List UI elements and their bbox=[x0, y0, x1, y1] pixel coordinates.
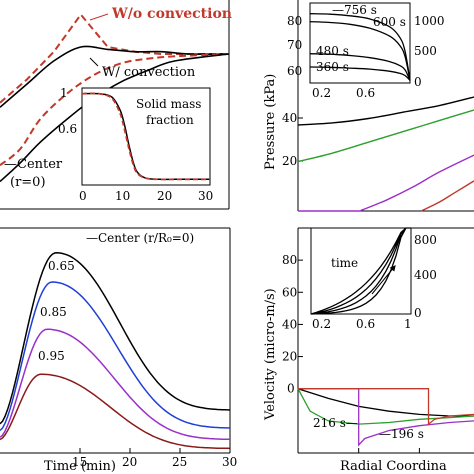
bl-label-085: 0.85 bbox=[40, 305, 67, 319]
br-series-black bbox=[297, 388, 474, 417]
br-inset-xtick-06: 0.6 bbox=[356, 317, 375, 331]
tr-ytick-label-40: 40 bbox=[282, 111, 297, 125]
panel-top-left: W/o convection W/ convection —Center (r=… bbox=[0, 0, 232, 210]
bl-series-085 bbox=[0, 328, 230, 441]
tl-inset-xtick-10: 10 bbox=[115, 189, 130, 203]
tr-series-black bbox=[297, 96, 474, 126]
br-ytick-label-80: 80 bbox=[282, 253, 297, 267]
tl-label-r0: (r=0) bbox=[10, 175, 46, 190]
tr-inset-xtick-02: 0.2 bbox=[312, 86, 331, 100]
br-x-ticks bbox=[297, 448, 420, 453]
tl-inset-frame bbox=[81, 87, 211, 186]
tr-series-green bbox=[297, 109, 474, 163]
panel-bottom-right: 0 20 40 60 80 Velocity (micro-m/s) Radial Co… bbox=[263, 227, 474, 474]
tr-y-label: Pressure (kPa) bbox=[263, 74, 278, 170]
bl-series-center bbox=[0, 252, 231, 425]
tl-series-w-convection bbox=[0, 45, 230, 108]
bl-label-095: 0.95 bbox=[38, 349, 65, 363]
br-inset-right-tick-0: 0 bbox=[414, 306, 422, 320]
tl-inset-title-line2: fraction bbox=[146, 113, 194, 127]
tr-inset-frame bbox=[309, 2, 411, 84]
br-series-purple bbox=[298, 388, 474, 447]
bl-xtick-label-25: 25 bbox=[172, 455, 187, 469]
bl-series-095 bbox=[0, 373, 231, 450]
br-inset-xtick-02: 0.2 bbox=[312, 317, 331, 331]
br-label-196: —196 s bbox=[379, 427, 424, 441]
tl-pointer-w bbox=[89, 57, 99, 67]
br-series-red bbox=[298, 388, 474, 426]
tr-inset-curve-480 bbox=[309, 53, 411, 81]
tr-inset-right-tick-1000: 1000 bbox=[414, 14, 445, 28]
br-y-label: Velocity (micro-m/s) bbox=[263, 288, 278, 421]
tl-label-w-convection: W/ convection bbox=[102, 65, 196, 80]
tl-inset-xtick-30: 30 bbox=[198, 189, 213, 203]
tr-inset-left-tick-70: 70 bbox=[287, 38, 302, 52]
panel-bottom-left: —Center (r/R₀=0) 0.65 0.85 0.95 15 20 25 30… bbox=[0, 227, 237, 474]
bl-label-065: 0.65 bbox=[48, 259, 75, 273]
bl-xtick-label-30: 30 bbox=[222, 455, 237, 469]
bl-xtick-label-20: 20 bbox=[122, 455, 137, 469]
br-y-ticks: 0 20 40 60 80 bbox=[282, 253, 303, 396]
bl-label-center: —Center (r/R₀=0) bbox=[86, 231, 194, 245]
br-inset: time 0 400 800 0.2 0.6 1 bbox=[310, 227, 437, 331]
br-series-green bbox=[297, 388, 474, 425]
tl-inset-xtick-20: 20 bbox=[157, 189, 172, 203]
tr-inset-label-360: 360 s bbox=[316, 60, 349, 74]
tl-inset-ytick-1: 1 bbox=[60, 86, 68, 100]
tl-inset-ytick-06: 0.6 bbox=[58, 122, 77, 136]
tl-label-wo-convection: W/o convection bbox=[111, 6, 232, 22]
br-ytick-label-20: 20 bbox=[282, 350, 297, 364]
br-label-216: 216 s— bbox=[313, 416, 358, 430]
tr-inset-label-600: 600 s bbox=[373, 15, 406, 29]
br-inset-time-arrow bbox=[371, 265, 396, 295]
bl-series-065 bbox=[0, 281, 231, 432]
br-ytick-label-60: 60 bbox=[282, 285, 297, 299]
bl-x-label: Time (min) bbox=[44, 459, 116, 474]
tl-pointer-wo bbox=[89, 13, 109, 21]
tr-series-purple bbox=[359, 154, 474, 212]
tr-inset-curve-600 bbox=[309, 21, 411, 81]
br-inset-xtick-1: 1 bbox=[404, 317, 412, 331]
panel-top-right: 20 40 Pressure (kPa) —756 s 600 s 480 s … bbox=[263, 0, 474, 212]
tr-inset: —756 s 600 s 480 s 360 s 60 70 80 0 500 … bbox=[287, 2, 445, 100]
tr-ytick-label-20: 20 bbox=[282, 154, 297, 168]
br-x-label: Radial Coordina bbox=[340, 459, 447, 474]
tr-inset-curve-360 bbox=[309, 66, 411, 81]
tl-series-wo-convection-lower bbox=[0, 53, 230, 166]
tr-inset-curve-756 bbox=[309, 13, 411, 81]
tr-inset-right-tick-500: 500 bbox=[414, 44, 437, 58]
br-inset-curves bbox=[310, 227, 411, 315]
br-inset-right-tick-800: 800 bbox=[414, 233, 437, 247]
tr-inset-right-tick-0: 0 bbox=[414, 75, 422, 89]
tr-inset-xtick-06: 0.6 bbox=[356, 86, 375, 100]
br-inset-right-tick-400: 400 bbox=[414, 268, 437, 282]
tr-inset-label-480: 480 s bbox=[316, 44, 349, 58]
tl-inset: Solid mass fraction 1 0.6 0 10 20 30 bbox=[58, 86, 213, 203]
tl-label-center: —Center bbox=[4, 157, 63, 172]
br-ytick-label-40: 40 bbox=[282, 317, 297, 331]
tl-inset-title-line1: Solid mass bbox=[136, 97, 201, 111]
tr-inset-left-tick-80: 80 bbox=[287, 14, 302, 28]
tr-inset-label-756: —756 s bbox=[332, 3, 377, 17]
br-ytick-label-0: 0 bbox=[287, 382, 295, 396]
bl-x-ticks: 15 20 25 30 bbox=[72, 448, 237, 469]
tr-inset-left-tick-60: 60 bbox=[287, 64, 302, 78]
br-inset-time-label: time bbox=[331, 256, 358, 270]
tr-series-red bbox=[420, 180, 474, 212]
bl-xtick-label-15: 15 bbox=[72, 455, 87, 469]
tl-inset-xtick-0: 0 bbox=[79, 189, 87, 203]
